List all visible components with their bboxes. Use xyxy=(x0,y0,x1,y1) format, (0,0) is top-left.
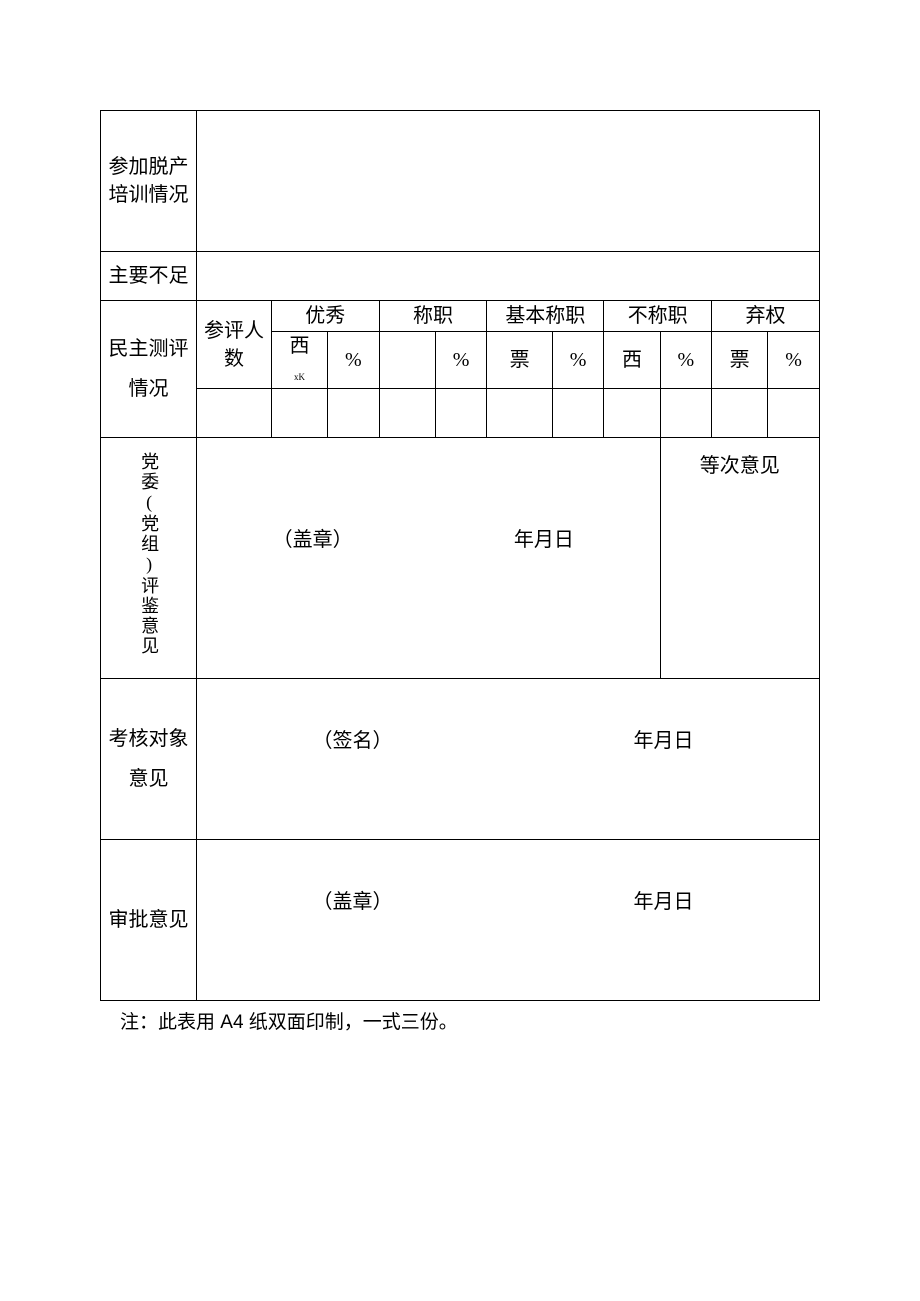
sub-abstain-vote: 票 xyxy=(712,332,768,389)
sub-excellent-vote-text: 西 xyxy=(290,335,310,357)
label-training-text: 参加脱产培训情况 xyxy=(109,156,189,206)
val-excellent-vote xyxy=(271,389,327,438)
hdr-basic-competent: 基本称职 xyxy=(487,301,604,332)
form-table: 参加脱产培训情况 主要不足 民主测评情况 参评人数 优秀 称职 基本称职 不称职… xyxy=(100,110,820,1001)
sub-competent-vote xyxy=(379,332,435,389)
committee-seal: （盖章） xyxy=(197,526,428,554)
sub-excellent-vote-sub: xK xyxy=(294,372,305,382)
cell-approval-body: （盖章） 年月日 xyxy=(197,840,820,1001)
val-basic-pct xyxy=(552,389,604,438)
approval-date: 年月日 xyxy=(508,888,819,916)
label-shortcoming: 主要不足 xyxy=(101,252,197,301)
val-abstain-pct xyxy=(768,389,820,438)
label-committee-text: 党委(党组)评鉴意见 xyxy=(136,452,161,656)
cell-grade-opinion: 等次意见 xyxy=(660,438,819,679)
label-shortcoming-text: 主要不足 xyxy=(109,265,189,287)
approval-seal: （盖章） xyxy=(197,888,508,916)
cell-committee-body: （盖章） 年月日 xyxy=(197,438,661,679)
sub-incompetent-pct: % xyxy=(660,332,712,389)
grade-opinion-text: 等次意见 xyxy=(700,455,780,477)
label-subject-text: 考核对象意见 xyxy=(109,728,189,790)
sub-excellent-pct: % xyxy=(328,332,380,389)
label-committee: 党委(党组)评鉴意见 xyxy=(101,438,197,679)
sub-excellent-vote: 西 xK xyxy=(271,332,327,389)
val-participants xyxy=(197,389,272,438)
val-basic-vote xyxy=(487,389,553,438)
cell-subject-body: （签名） 年月日 xyxy=(197,679,820,840)
hdr-abstain: 弃权 xyxy=(712,301,820,332)
sub-basic-pct: % xyxy=(552,332,604,389)
label-approval: 审批意见 xyxy=(101,840,197,1001)
sub-incompetent-vote: 西 xyxy=(604,332,660,389)
val-incompetent-vote xyxy=(604,389,660,438)
val-abstain-vote xyxy=(712,389,768,438)
val-excellent-pct xyxy=(328,389,380,438)
label-evaluation: 民主测评情况 xyxy=(101,301,197,438)
sub-abstain-pct: % xyxy=(768,332,820,389)
subject-sign: （签名） xyxy=(197,727,508,755)
sub-competent-pct: % xyxy=(435,332,487,389)
hdr-competent: 称职 xyxy=(379,301,487,332)
form-page: 参加脱产培训情况 主要不足 民主测评情况 参评人数 优秀 称职 基本称职 不称职… xyxy=(0,0,920,1034)
val-competent-pct xyxy=(435,389,487,438)
hdr-participants-text: 参评人数 xyxy=(204,320,264,370)
committee-date: 年月日 xyxy=(428,526,659,554)
label-evaluation-text: 民主测评情况 xyxy=(109,338,189,400)
footer-note: 注：此表用 A4 纸双面印制，一式三份。 xyxy=(100,1007,820,1034)
sub-basic-vote: 票 xyxy=(487,332,553,389)
val-incompetent-pct xyxy=(660,389,712,438)
subject-date: 年月日 xyxy=(508,727,819,755)
cell-training-content xyxy=(197,111,820,252)
hdr-incompetent: 不称职 xyxy=(604,301,712,332)
cell-shortcoming-content xyxy=(197,252,820,301)
label-subject: 考核对象意见 xyxy=(101,679,197,840)
label-approval-text: 审批意见 xyxy=(109,909,189,931)
hdr-excellent: 优秀 xyxy=(271,301,379,332)
val-competent-vote xyxy=(379,389,435,438)
hdr-participants: 参评人数 xyxy=(197,301,272,389)
label-training: 参加脱产培训情况 xyxy=(101,111,197,252)
